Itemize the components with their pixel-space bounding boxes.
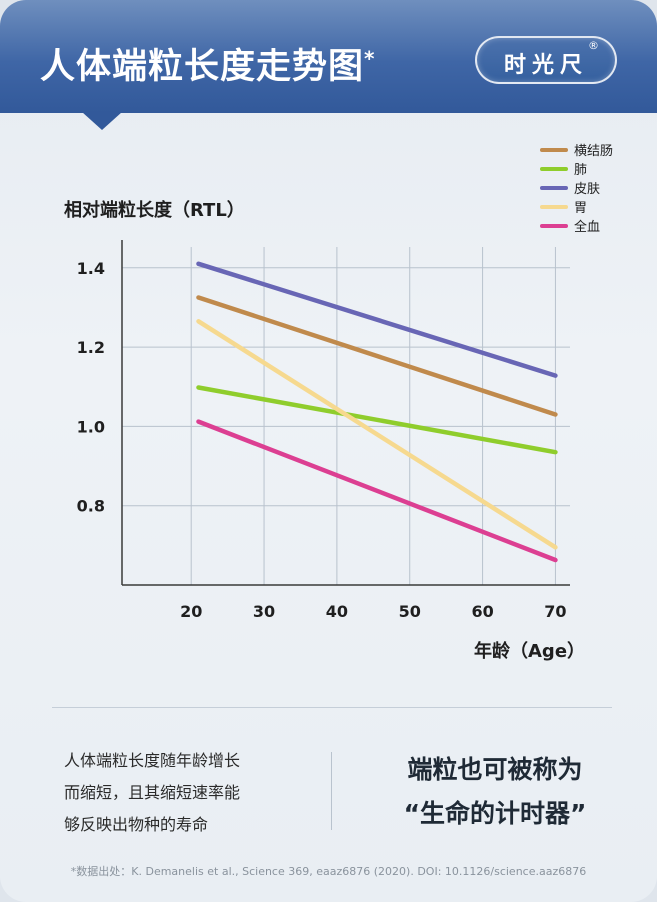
- y-tick-label: 1.0: [77, 417, 105, 436]
- telomere-line-chart: 0.8 1.0 1.2 1.4 20 30 40 50 60 70: [77, 240, 570, 621]
- y-tick-label: 1.2: [77, 338, 105, 357]
- header-banner: 人体端粒长度走势图* 时光尺 ®: [0, 0, 657, 113]
- series-line: [196, 295, 558, 417]
- legend-label: 皮肤: [574, 182, 601, 197]
- series-line: [196, 319, 558, 550]
- legend-label: 胃: [574, 201, 588, 216]
- callout-line-2: “生命的计时器”: [403, 799, 587, 828]
- legend-swatch: [540, 166, 568, 171]
- y-tick-label: 0.8: [77, 497, 105, 516]
- series-line: [196, 419, 558, 563]
- header-pointer: [82, 112, 122, 130]
- series-line: [196, 261, 558, 378]
- x-tick-label: 20: [180, 602, 202, 621]
- legend-item: 胃: [540, 197, 613, 216]
- legend-item: 肺: [540, 159, 613, 178]
- legend-label: 横结肠: [574, 144, 614, 159]
- legend-item: 横结肠: [540, 140, 613, 159]
- x-tick-label: 60: [471, 602, 493, 621]
- x-tick-label: 50: [399, 602, 421, 621]
- chart-legend: 横结肠肺皮肤胃全血: [540, 140, 613, 235]
- data-source-footnote: *数据出处：K. Demanelis et al., Science 369, …: [70, 865, 587, 878]
- page-title: 人体端粒长度走势图*: [40, 46, 376, 87]
- legend-swatch: [540, 204, 568, 209]
- x-tick-label: 30: [253, 602, 275, 621]
- brand-badge: 时光尺 ®: [475, 36, 617, 84]
- legend-swatch: [540, 223, 568, 228]
- description-line: 而缩短，且其缩短速率能: [64, 783, 241, 802]
- y-axis-label: 相对端粒长度（RTL）: [64, 200, 245, 221]
- legend-label: 肺: [574, 163, 588, 178]
- y-tick-label: 1.4: [77, 259, 105, 278]
- legend-label: 全血: [574, 220, 601, 235]
- series-line: [196, 385, 558, 455]
- callout-text: 端粒也可被称为 “生命的计时器”: [350, 748, 640, 836]
- description-line: 够反映出物种的寿命: [64, 815, 209, 834]
- brand-name: 时光尺: [503, 53, 588, 78]
- legend-item: 皮肤: [540, 178, 613, 197]
- x-axis-label: 年龄（Age）: [474, 641, 586, 662]
- description-text: 人体端粒长度随年龄增长 而缩短，且其缩短速率能 够反映出物种的寿命: [64, 745, 304, 841]
- section-divider: [52, 707, 612, 708]
- registered-mark: ®: [588, 39, 599, 52]
- description-line: 人体端粒长度随年龄增长: [64, 751, 241, 770]
- legend-swatch: [540, 185, 568, 190]
- callout-line-1: 端粒也可被称为: [407, 755, 583, 784]
- vertical-divider: [331, 752, 332, 830]
- x-tick-label: 70: [544, 602, 566, 621]
- legend-swatch: [540, 147, 568, 152]
- x-tick-label: 40: [326, 602, 348, 621]
- legend-item: 全血: [540, 216, 613, 235]
